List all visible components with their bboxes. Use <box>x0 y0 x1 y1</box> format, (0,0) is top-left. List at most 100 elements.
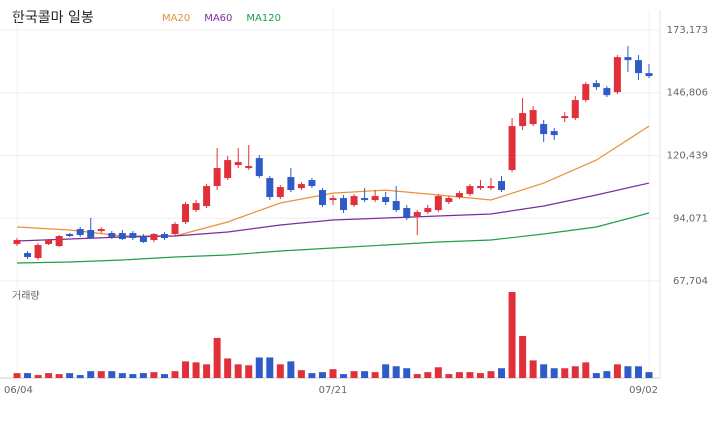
volume-bar <box>266 357 274 378</box>
y-tick-label: 94,071 <box>673 213 708 224</box>
volume-bar <box>224 358 232 378</box>
volume-bar <box>318 372 326 378</box>
candle-body <box>213 168 221 187</box>
candle-body <box>192 203 200 211</box>
y-tick-label: 120,439 <box>667 150 708 161</box>
volume-bar <box>45 373 53 378</box>
candle-body <box>97 229 105 232</box>
candle-body <box>382 197 390 203</box>
volume-bar <box>329 369 337 378</box>
volume-bar <box>634 366 642 378</box>
x-tick-label: 06/04 <box>4 385 33 396</box>
volume-bar <box>540 364 548 378</box>
volume-bar <box>55 374 63 378</box>
volume-bar <box>97 371 105 378</box>
volume-bar <box>371 372 379 378</box>
candle-body <box>392 201 400 211</box>
volume-bar <box>434 367 442 378</box>
candle-body <box>182 204 190 223</box>
volume-bar <box>308 373 316 378</box>
candle-body <box>329 198 337 201</box>
y-tick-label: 173,173 <box>667 25 708 36</box>
volume-bar <box>455 372 463 378</box>
candle-body <box>445 198 453 203</box>
legend-entry: MA60 <box>204 13 232 24</box>
candle-body <box>455 193 463 198</box>
candle-body <box>350 196 358 206</box>
volume-bar <box>213 337 221 378</box>
volume-bar <box>66 373 74 378</box>
candle-body <box>340 198 348 211</box>
volume-bar <box>382 364 390 378</box>
candle-body <box>624 57 632 61</box>
volume-bar <box>350 371 358 378</box>
candle-body <box>613 57 621 93</box>
candle-body <box>24 253 32 258</box>
candle-body <box>434 196 442 211</box>
volume-bar <box>361 371 369 378</box>
volume-bar <box>234 364 242 378</box>
candle-body <box>66 234 74 237</box>
volume-bar <box>645 372 653 378</box>
volume-bar <box>340 374 348 378</box>
candle-body <box>318 190 326 206</box>
candle-body <box>118 233 126 240</box>
volume-bar <box>550 368 558 378</box>
candle-body <box>160 234 168 239</box>
volume-bar <box>392 366 400 378</box>
volume-bar <box>529 360 537 378</box>
candle-body <box>266 178 274 198</box>
candle-body <box>139 236 147 243</box>
candle-body <box>476 186 484 189</box>
y-tick-label: 146,806 <box>667 88 708 99</box>
volume-bar <box>160 374 168 378</box>
candle-body <box>224 160 232 179</box>
candle-body <box>55 236 63 247</box>
candle-body <box>255 158 263 177</box>
volume-bar <box>413 374 421 378</box>
volume-bar <box>150 372 158 378</box>
volume-bar <box>276 364 284 378</box>
candle-body <box>519 113 527 127</box>
volume-bar <box>182 361 190 378</box>
candle-body <box>234 162 242 166</box>
candle-body <box>45 240 53 245</box>
x-tick-label: 09/02 <box>629 385 658 396</box>
candle-body <box>129 233 137 239</box>
candle-body <box>171 224 179 235</box>
volume-bar <box>129 374 137 378</box>
volume-label: 거래량 <box>12 290 40 302</box>
candle-body <box>297 184 305 189</box>
volume-bar <box>445 374 453 378</box>
volume-bar <box>108 371 116 378</box>
candle-body <box>592 83 600 88</box>
candle-body <box>203 186 211 207</box>
candle-body <box>87 230 95 239</box>
volume-bar <box>203 364 211 378</box>
volume-bar <box>118 373 126 378</box>
ma-line <box>16 212 650 264</box>
candle-body <box>361 198 369 201</box>
candle-body <box>424 208 432 213</box>
volume-bar <box>571 366 579 378</box>
candle-body <box>245 166 253 169</box>
candle-body <box>582 84 590 101</box>
candle-body <box>34 245 42 259</box>
candle-body <box>634 60 642 74</box>
candle-body <box>550 131 558 136</box>
candle-body <box>466 186 474 195</box>
volume-bar <box>624 366 632 378</box>
volume-bar <box>592 373 600 378</box>
volume-bar <box>613 364 621 378</box>
volume-bar <box>476 373 484 378</box>
volume-bar <box>255 357 263 378</box>
candle-body <box>276 187 284 198</box>
legend-entry: MA120 <box>246 13 281 24</box>
candle-body <box>287 177 295 191</box>
volume-bar <box>403 368 411 378</box>
volume-bar <box>287 361 295 378</box>
volume-bar <box>297 370 305 378</box>
candle-body <box>561 116 569 119</box>
candle-body <box>603 88 611 96</box>
